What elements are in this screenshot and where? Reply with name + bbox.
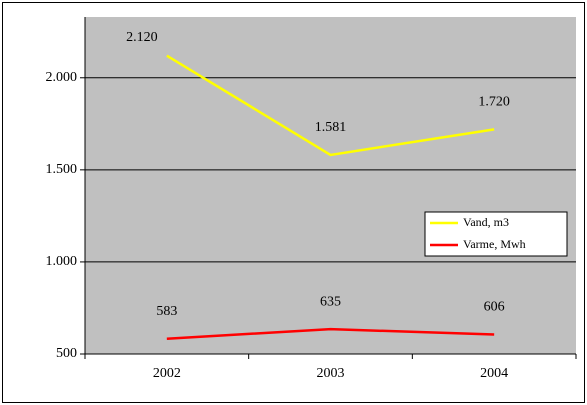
legend-box xyxy=(424,211,568,257)
data-label: 1.720 xyxy=(478,95,510,110)
series-line xyxy=(166,327,495,340)
y-tick-label: 1.500 xyxy=(46,162,78,177)
legend-label: Varme, Mwh xyxy=(463,237,526,251)
data-label: 2.120 xyxy=(126,30,158,45)
x-tick-label: 2002 xyxy=(153,366,181,381)
series-line xyxy=(166,54,495,157)
data-label: 635 xyxy=(320,294,341,309)
y-tick-label: 1.000 xyxy=(46,254,78,269)
data-label: 606 xyxy=(484,300,505,315)
x-tick-label: 2003 xyxy=(317,366,345,381)
data-label: 583 xyxy=(156,304,177,319)
plot-area xyxy=(85,17,576,354)
y-tick-label: 500 xyxy=(56,346,77,361)
y-tick-label: 2.000 xyxy=(46,70,78,85)
legend-label: Vand, m3 xyxy=(463,215,509,229)
x-tick-label: 2004 xyxy=(480,366,508,381)
data-label: 1.581 xyxy=(315,120,347,135)
